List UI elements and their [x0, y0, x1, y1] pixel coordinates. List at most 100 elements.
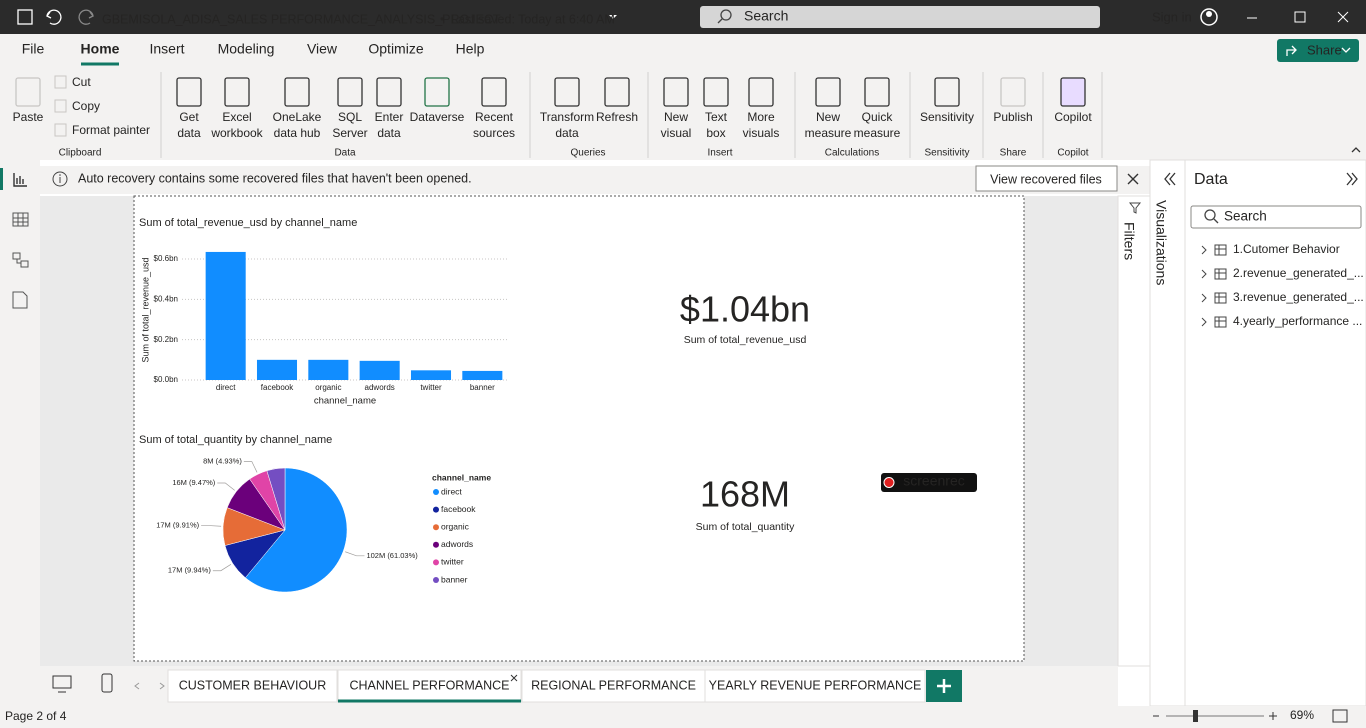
ribbon-icon[interactable] [1060, 77, 1086, 107]
bar[interactable] [308, 359, 349, 380]
legend-marker[interactable] [433, 489, 439, 495]
expand-visualizations[interactable] [1164, 172, 1176, 186]
menu-tab[interactable]: View [307, 41, 338, 57]
share-label[interactable]: Share [1307, 42, 1342, 57]
ribbon-button-label[interactable]: measure [854, 126, 901, 140]
ribbon-icon[interactable] [284, 77, 310, 107]
table-name[interactable]: 2.revenue_generated_... [1233, 266, 1364, 280]
page-tab-label[interactable]: YEARLY REVENUE PERFORMANCE [709, 678, 922, 692]
ribbon-icon[interactable] [703, 77, 729, 107]
ribbon-button-label[interactable]: New [816, 110, 840, 124]
ribbon-icon[interactable] [815, 77, 841, 107]
ribbon-icon[interactable] [224, 77, 250, 107]
ribbon-icon[interactable] [176, 77, 202, 107]
ribbon-button-label[interactable]: Transform [540, 110, 594, 124]
bar[interactable] [462, 370, 503, 380]
visualizations-pane[interactable] [1149, 159, 1186, 707]
share-button[interactable] [1277, 39, 1359, 62]
page-tab-label[interactable]: REGIONAL PERFORMANCE [531, 678, 696, 692]
legend-marker[interactable] [433, 506, 439, 513]
legend-label[interactable]: banner [441, 574, 468, 584]
close-button[interactable] [1337, 11, 1349, 23]
page-tab[interactable] [167, 669, 338, 703]
ribbon-icon[interactable] [337, 77, 363, 107]
filters-pane[interactable] [1117, 195, 1151, 667]
ribbon-button-label[interactable]: Quick [862, 110, 894, 124]
zoom-thumb[interactable] [1193, 710, 1198, 722]
account-icon[interactable] [1200, 8, 1218, 26]
page-tab[interactable] [521, 669, 706, 703]
filters-label[interactable]: Filters [1121, 222, 1137, 260]
save-icon[interactable] [17, 9, 33, 25]
ribbon-button-label[interactable]: Recent [475, 110, 514, 124]
ribbon-button-label[interactable]: visuals [743, 126, 780, 140]
table-name[interactable]: 1.Cutomer Behavior [1233, 242, 1340, 256]
menu-tab[interactable]: Home [81, 41, 120, 57]
data-search-box[interactable] [1190, 205, 1362, 229]
menu-tab[interactable]: Insert [149, 41, 184, 57]
legend-label[interactable]: facebook [441, 504, 476, 514]
bar[interactable] [359, 360, 400, 380]
ribbon-button-label[interactable]: Text [705, 110, 728, 124]
title-dropdown[interactable] [609, 15, 617, 19]
legend-label[interactable]: twitter [441, 557, 464, 567]
page-tab-label[interactable]: CHANNEL PERFORMANCE [350, 678, 510, 692]
ribbon-button-label[interactable]: data [177, 126, 201, 140]
legend-marker[interactable] [433, 524, 439, 531]
table-name[interactable]: 3.revenue_generated_... [1233, 290, 1364, 304]
sign-in[interactable]: Sign in [1152, 9, 1192, 24]
ribbon-button-label[interactable]: Get [179, 110, 199, 124]
search-box[interactable] [700, 6, 1100, 28]
ribbon-icon[interactable] [663, 77, 689, 107]
ribbon-icon[interactable] [864, 77, 890, 107]
bar[interactable] [256, 359, 298, 380]
close-notice[interactable] [1127, 173, 1139, 185]
ribbon-button-label[interactable]: data [555, 126, 579, 140]
visualizations-label[interactable]: Visualizations [1153, 200, 1169, 285]
legend-marker[interactable] [433, 577, 439, 583]
menu-tab[interactable]: File [22, 41, 45, 57]
legend-marker[interactable] [433, 559, 439, 566]
pie-slice[interactable] [245, 467, 348, 593]
bar[interactable] [205, 251, 246, 380]
search-placeholder[interactable]: Search [744, 8, 788, 24]
ribbon-button-label[interactable]: More [747, 110, 775, 124]
expand-chevron[interactable] [1201, 293, 1207, 303]
recovered-files-button[interactable] [975, 165, 1118, 192]
fit-to-page[interactable] [1332, 709, 1348, 723]
report-view-icon[interactable] [13, 173, 27, 187]
desktop-layout-icon[interactable] [52, 675, 72, 689]
table-name[interactable]: 4.yearly_performance ... [1233, 314, 1362, 328]
expand-chevron[interactable] [1201, 317, 1207, 327]
ribbon-icon[interactable] [424, 77, 450, 107]
tab-scroll-arrows[interactable] [134, 682, 165, 690]
ribbon-icon[interactable] [1000, 77, 1026, 107]
ribbon-button-label[interactable]: visual [661, 126, 692, 140]
ribbon-button-label[interactable]: Excel [222, 110, 251, 124]
ribbon-icon[interactable] [748, 77, 774, 107]
ribbon-button-label[interactable]: Refresh [596, 110, 638, 124]
ribbon-button-label[interactable]: New [664, 110, 688, 124]
ribbon-button-label[interactable]: Enter [375, 110, 404, 124]
data-search-placeholder[interactable]: Search [1224, 209, 1267, 224]
ribbon-button-label[interactable]: data [377, 126, 401, 140]
undo-icon[interactable] [46, 9, 62, 25]
notice-button-label[interactable]: View recovered files [990, 172, 1102, 186]
ribbon-button-label[interactable]: Server [332, 126, 367, 140]
close-tab[interactable] [510, 674, 518, 682]
menu-tab[interactable]: Modeling [218, 41, 275, 57]
ribbon-button-label[interactable]: data hub [274, 126, 321, 140]
pie-slice[interactable] [266, 467, 286, 531]
model-view-icon[interactable] [12, 252, 29, 268]
page-tab-label[interactable]: CUSTOMER BEHAVIOUR [179, 678, 326, 692]
ribbon-button-label[interactable]: Publish [993, 110, 1032, 124]
legend-label[interactable]: adwords [441, 539, 473, 549]
ribbon-icon[interactable] [554, 77, 580, 107]
mobile-layout-icon[interactable] [101, 673, 113, 693]
ribbon-icon[interactable] [376, 77, 402, 107]
menu-tab[interactable]: Help [456, 41, 485, 57]
menu-tab[interactable]: Optimize [368, 41, 423, 57]
maximize-button[interactable] [1294, 11, 1306, 23]
expand-chevron[interactable] [1201, 269, 1207, 279]
ribbon-button-label[interactable]: workbook [210, 126, 263, 140]
